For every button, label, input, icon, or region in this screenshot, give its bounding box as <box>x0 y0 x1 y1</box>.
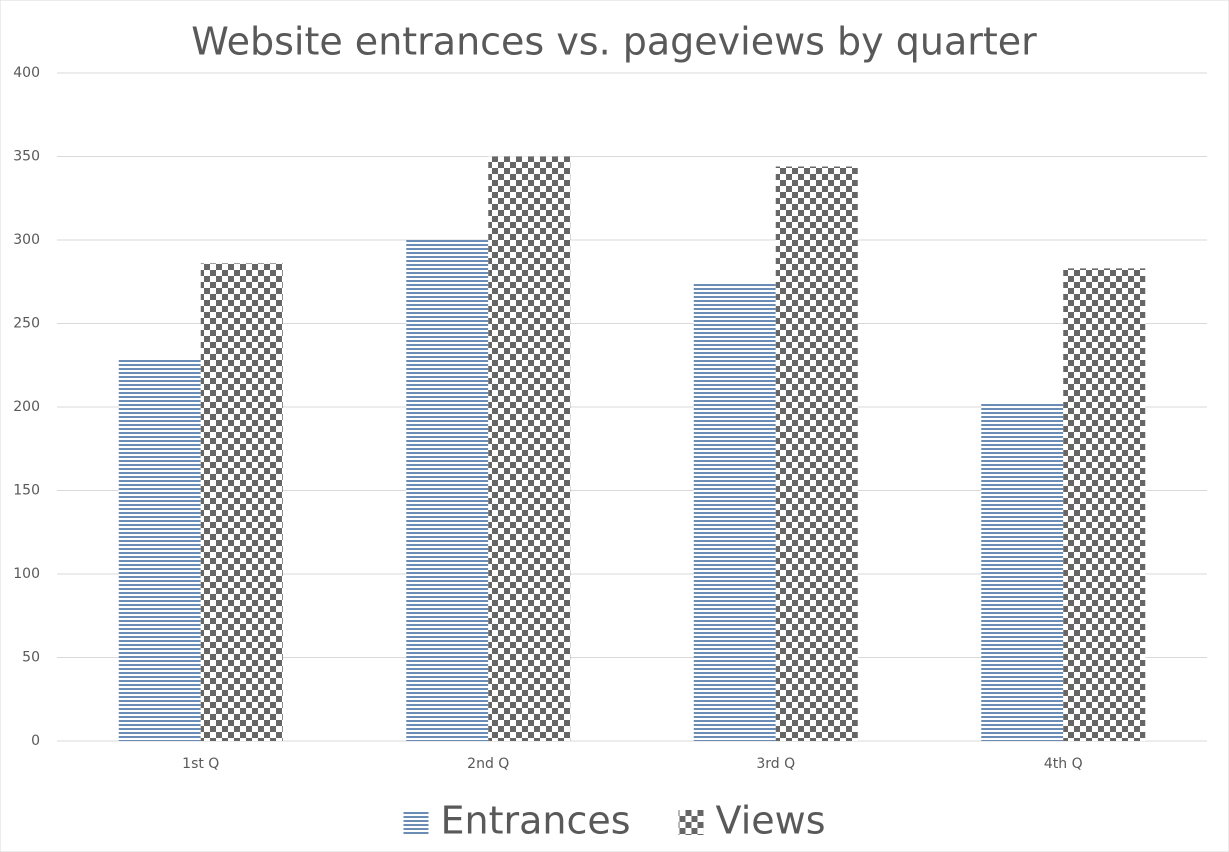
x-tick-label: 4th Q <box>1044 756 1083 772</box>
y-tick-label: 100 <box>13 566 40 582</box>
y-tick-label: 300 <box>13 232 40 248</box>
y-tick-label: 50 <box>22 650 40 666</box>
y-tick-label: 400 <box>13 65 40 81</box>
x-tick-label: 1st Q <box>182 756 219 772</box>
legend-marker <box>403 810 429 835</box>
bar <box>118 358 201 741</box>
y-tick-label: 150 <box>13 483 40 499</box>
bar <box>200 263 283 741</box>
legend-marker <box>678 810 704 835</box>
bar <box>775 166 858 741</box>
x-tick-label: 3rd Q <box>756 756 795 772</box>
x-tick-label: 2nd Q <box>467 756 509 772</box>
bar <box>693 283 776 741</box>
legend: Entrances Views <box>403 799 826 843</box>
legend-label: Entrances <box>440 799 630 843</box>
y-tick-label: 0 <box>31 733 40 749</box>
bar <box>488 156 571 741</box>
bar <box>1063 268 1146 741</box>
bar <box>981 403 1064 741</box>
bar <box>406 240 489 741</box>
chart-title: Website entrances vs. pageviews by quart… <box>191 20 1037 64</box>
y-tick-label: 200 <box>13 399 40 415</box>
legend-label: Views <box>716 799 826 843</box>
y-tick-label: 350 <box>13 149 40 165</box>
y-tick-label: 250 <box>13 316 40 332</box>
